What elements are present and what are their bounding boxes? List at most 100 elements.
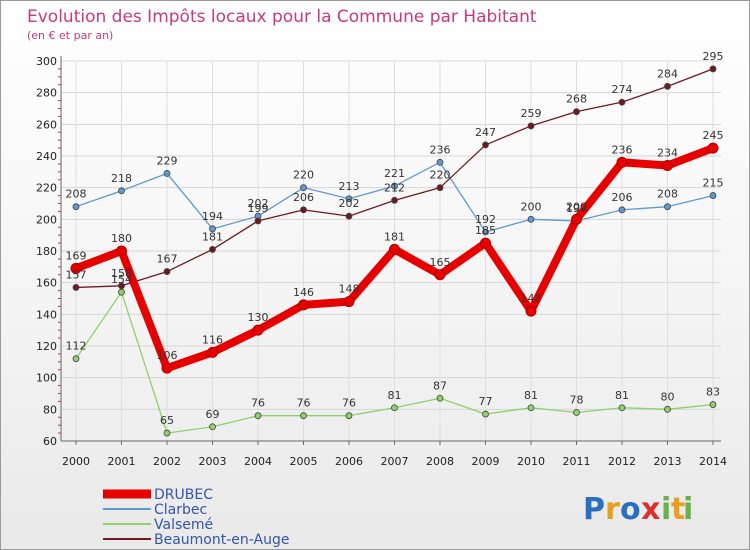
data-label: 208 bbox=[657, 188, 678, 201]
data-label: 202 bbox=[339, 197, 360, 210]
data-point bbox=[209, 246, 216, 253]
data-point bbox=[709, 65, 717, 73]
data-point bbox=[618, 404, 626, 412]
legend-label: Valsemé bbox=[154, 517, 213, 533]
y-tick-label: 240 bbox=[36, 150, 57, 163]
logo-letter: i bbox=[661, 492, 671, 527]
data-label: 181 bbox=[202, 230, 223, 243]
chart-subtitle: (en € et par an) bbox=[27, 29, 113, 42]
x-tick-label: 2008 bbox=[426, 455, 454, 468]
data-point bbox=[662, 160, 673, 171]
data-point bbox=[482, 228, 489, 236]
data-point bbox=[72, 203, 80, 211]
x-tick-label: 2005 bbox=[290, 455, 318, 468]
data-point bbox=[254, 217, 262, 225]
data-point bbox=[664, 405, 671, 413]
logo-letter: t bbox=[671, 492, 685, 527]
data-label: 192 bbox=[475, 213, 496, 226]
data-label: 76 bbox=[251, 397, 265, 410]
data-label: 206 bbox=[293, 191, 314, 204]
data-point bbox=[391, 196, 398, 204]
data-point bbox=[163, 268, 171, 275]
y-tick-label: 80 bbox=[43, 403, 57, 416]
data-point bbox=[436, 394, 444, 402]
data-point bbox=[664, 203, 671, 211]
data-label: 87 bbox=[433, 379, 447, 392]
data-label: 169 bbox=[66, 249, 87, 262]
y-tick-label: 160 bbox=[36, 277, 57, 290]
data-label: 81 bbox=[615, 389, 629, 402]
data-point bbox=[207, 346, 218, 358]
data-point bbox=[391, 182, 398, 190]
y-tick-label: 120 bbox=[36, 340, 57, 353]
data-point bbox=[664, 82, 671, 90]
data-point bbox=[252, 324, 264, 336]
data-point bbox=[298, 299, 309, 311]
data-label: 268 bbox=[566, 93, 587, 106]
legend-label: Clarbec bbox=[154, 502, 207, 518]
data-label: 77 bbox=[479, 395, 493, 408]
data-point bbox=[345, 212, 353, 220]
data-label: 221 bbox=[384, 167, 405, 180]
data-label: 130 bbox=[248, 311, 269, 324]
data-point bbox=[72, 355, 80, 363]
data-label: 83 bbox=[706, 386, 720, 399]
data-point bbox=[618, 98, 626, 106]
data-point bbox=[209, 423, 216, 431]
y-tick-label: 140 bbox=[36, 308, 57, 321]
data-label: 200 bbox=[521, 200, 542, 213]
data-label: 112 bbox=[66, 340, 87, 353]
data-point bbox=[436, 184, 444, 192]
legend-label: DRUBEC bbox=[154, 487, 213, 503]
data-label: 165 bbox=[430, 256, 451, 269]
data-label: 157 bbox=[66, 268, 87, 281]
data-point bbox=[391, 404, 398, 412]
data-label: 167 bbox=[157, 253, 178, 266]
data-point bbox=[527, 122, 535, 130]
data-point bbox=[709, 401, 717, 408]
x-tick-label: 2012 bbox=[608, 455, 636, 468]
data-label: 208 bbox=[66, 188, 87, 201]
data-label: 146 bbox=[293, 286, 314, 299]
data-label: 81 bbox=[524, 389, 538, 402]
data-point bbox=[482, 141, 489, 149]
data-point bbox=[116, 245, 127, 257]
data-point bbox=[300, 412, 307, 420]
data-label: 81 bbox=[388, 389, 402, 402]
y-tick-label: 300 bbox=[36, 55, 57, 68]
data-point bbox=[525, 305, 537, 317]
data-label: 218 bbox=[111, 172, 132, 185]
data-point bbox=[300, 206, 307, 214]
data-point bbox=[300, 184, 307, 192]
x-tick-label: 2006 bbox=[335, 455, 363, 468]
data-point bbox=[118, 288, 125, 296]
data-point bbox=[618, 206, 626, 214]
data-label: 245 bbox=[703, 129, 724, 142]
y-tick-label: 100 bbox=[36, 372, 57, 385]
data-point bbox=[527, 404, 535, 412]
data-point bbox=[161, 362, 173, 374]
x-tick-label: 2002 bbox=[153, 455, 181, 468]
y-tick-label: 200 bbox=[36, 213, 57, 226]
data-point bbox=[527, 215, 535, 223]
data-label: 236 bbox=[612, 143, 633, 156]
data-label: 215 bbox=[703, 177, 724, 190]
data-label: 247 bbox=[475, 126, 496, 139]
data-label: 80 bbox=[661, 390, 675, 403]
x-tick-label: 2000 bbox=[62, 455, 90, 468]
x-tick-label: 2007 bbox=[381, 455, 409, 468]
data-point bbox=[343, 296, 355, 308]
x-tick-label: 2010 bbox=[517, 455, 545, 468]
y-tick-label: 60 bbox=[43, 435, 57, 448]
data-point bbox=[434, 269, 446, 281]
data-point bbox=[482, 410, 489, 418]
data-point bbox=[209, 225, 216, 233]
axes: 60 80 100 120 140 160 180 200 220 240 260 280 300 200… bbox=[36, 55, 727, 468]
data-point bbox=[345, 195, 353, 203]
data-label: 206 bbox=[612, 191, 633, 204]
data-label: 199 bbox=[248, 202, 269, 215]
data-point bbox=[163, 170, 171, 177]
data-point bbox=[571, 213, 582, 225]
data-label: 220 bbox=[430, 169, 451, 182]
